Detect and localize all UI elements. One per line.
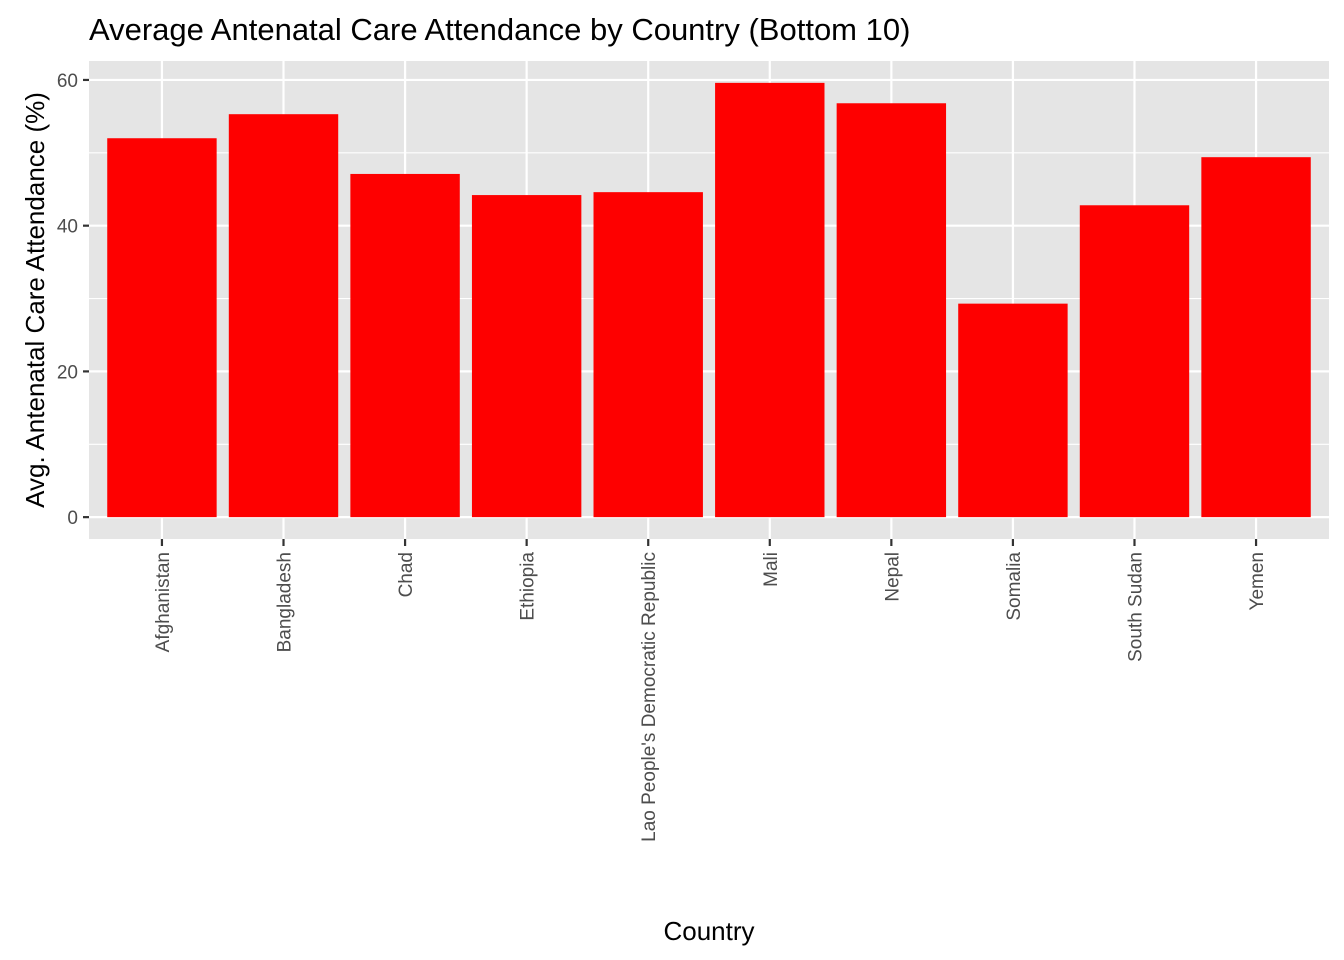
x-tick-label: Afghanistan <box>153 552 174 652</box>
bar <box>350 173 460 518</box>
x-tick-label: Somalia <box>1004 552 1025 621</box>
x-tick-label: Chad <box>396 552 417 597</box>
y-tick-label: 0 <box>67 508 78 529</box>
x-tick-label: Lao People's Democratic Republic <box>639 552 660 842</box>
bar <box>471 195 582 518</box>
y-axis-title: Avg. Antenatal Care Attendance (%) <box>20 92 50 508</box>
bars <box>107 82 1311 518</box>
bar <box>107 138 217 518</box>
bar <box>958 303 1068 518</box>
bar <box>715 82 825 518</box>
y-axis: 0 20 40 60 <box>57 71 89 529</box>
bar <box>1079 205 1190 518</box>
chart-title: Average Antenatal Care Attendance by Cou… <box>89 12 910 47</box>
bar <box>228 114 339 518</box>
x-tick-label: South Sudan <box>1125 552 1146 662</box>
y-tick-label: 40 <box>57 217 78 238</box>
bar <box>836 103 947 518</box>
y-tick-label: 20 <box>57 362 78 383</box>
x-tick-label: Mali <box>761 552 782 587</box>
x-tick-label: Ethiopia <box>518 552 539 621</box>
x-axis: Afghanistan Bangladesh Chad Ethiopia Lao Peo… <box>153 539 1268 842</box>
y-tick-label: 60 <box>57 71 78 92</box>
x-tick-label: Nepal <box>882 552 903 602</box>
x-tick-label: Yemen <box>1247 552 1268 610</box>
x-axis-title: Country <box>663 916 754 946</box>
x-tick-label: Bangladesh <box>275 552 296 652</box>
bar <box>593 192 703 518</box>
bar <box>1201 157 1311 518</box>
